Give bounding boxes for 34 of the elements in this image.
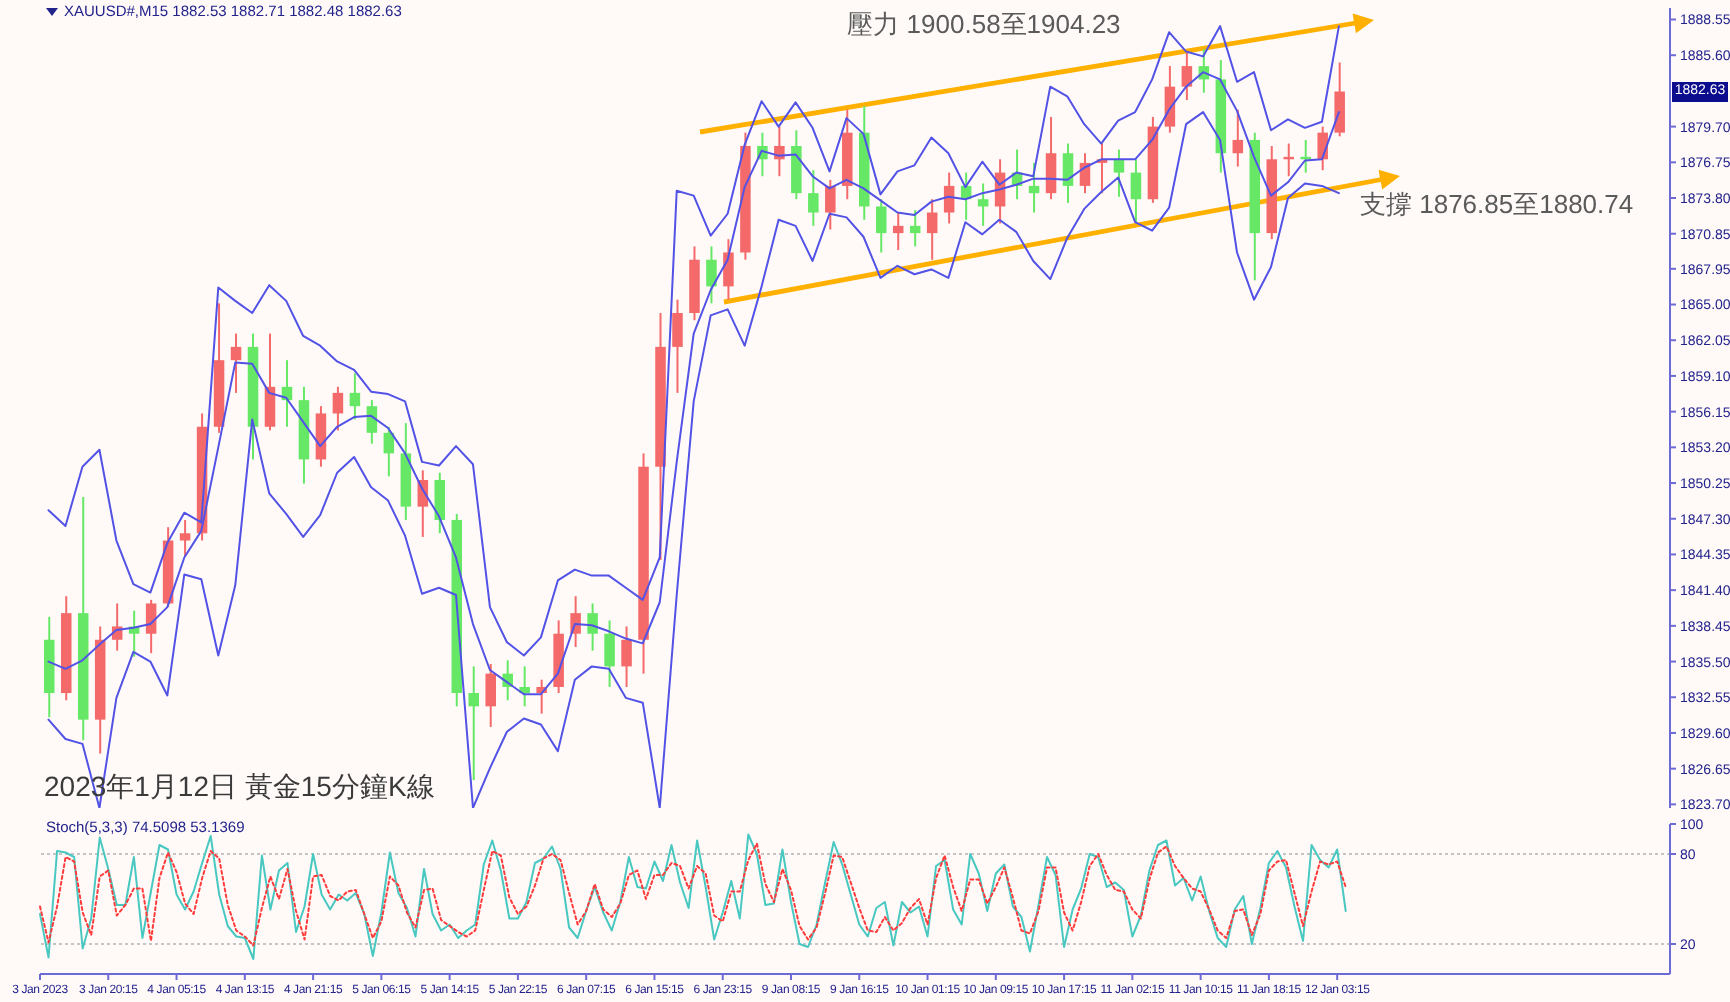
candlestick xyxy=(672,298,683,394)
candlestick xyxy=(875,198,887,254)
annotation: 壓力 1900.58至1904.23 xyxy=(847,9,1121,39)
candlestick xyxy=(332,385,344,432)
candlestick xyxy=(604,619,615,688)
candlestick xyxy=(706,245,717,305)
candlestick xyxy=(434,471,446,535)
candlestick xyxy=(179,518,191,558)
candlestick xyxy=(1113,148,1125,198)
candlestick xyxy=(977,182,989,227)
candlestick xyxy=(349,372,361,421)
candlestick xyxy=(485,662,496,728)
candlestick xyxy=(587,602,598,652)
candlestick xyxy=(1028,161,1040,214)
line-series xyxy=(39,833,1347,960)
line-series xyxy=(39,842,1347,947)
candlestick xyxy=(808,169,819,227)
candlestick xyxy=(1062,142,1074,204)
candlestick xyxy=(570,595,581,649)
annotation: 支撐 1876.85至1880.74 xyxy=(1360,189,1634,219)
candlestick xyxy=(230,332,242,394)
candlestick xyxy=(1232,108,1244,168)
candlestick xyxy=(723,238,734,301)
candlestick xyxy=(519,665,530,708)
candlestick xyxy=(909,209,921,248)
candlestick xyxy=(791,129,802,201)
candlestick xyxy=(621,625,632,688)
candlestick xyxy=(468,665,480,782)
candlestick xyxy=(1334,61,1345,138)
candlestick xyxy=(926,198,938,261)
candlestick xyxy=(825,178,836,231)
candlestick xyxy=(1130,158,1142,225)
candlestick xyxy=(892,211,904,252)
candlestick xyxy=(1045,115,1057,201)
